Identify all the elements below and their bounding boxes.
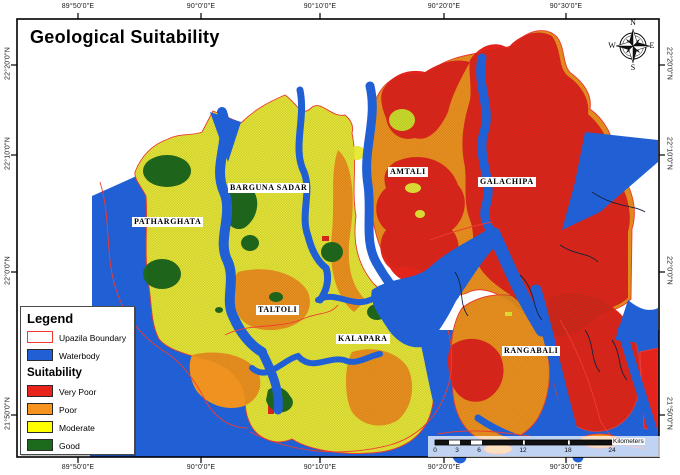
map-label-barguna-sadar: BARGUNA SADAR [228,183,310,193]
scale-bar [428,436,660,457]
waterways [210,53,660,464]
page-title: Geological Suitability [30,27,220,47]
stream-lines [454,191,646,381]
coord-right-1: 22°20'0"N [665,47,673,80]
compass-e-label: E [649,41,655,50]
scalebar-tick-3: 3 [455,447,459,454]
map-label-galachipa: GALACHIPA [478,177,536,187]
coord-left-4: 21°50'0"N [4,397,12,430]
compass-w-label: W [608,41,616,50]
map-label-amtali: AMTALI [388,167,428,177]
map-label-taltoli: TALTOLI [256,305,300,315]
coord-bottom-1: 89°50'0"E [61,464,95,471]
compass-rose-icon [615,28,651,64]
coord-bottom-3: 90°10'0"E [303,464,337,471]
coord-right-2: 22°10'0"N [665,137,673,170]
coord-bottom-5: 90°30'0"E [549,464,583,471]
good-swatch [27,439,53,451]
map-label-rangabali: RANGABALI [502,346,561,356]
compass-n-label: N [630,18,636,27]
map-label-patharghata: PATHARGHATA [132,217,204,227]
scalebar-tick-24: 24 [608,447,616,454]
compass-s-label: S [630,63,636,72]
coord-left-1: 22°20'0"N [4,47,12,80]
coord-bottom-2: 90°0'0"E [186,464,216,471]
coord-bottom-4: 90°20'0"E [427,464,461,471]
upazila-boundaries [99,181,646,453]
coord-top-3: 90°10'0"E [303,3,337,10]
coord-top-5: 90°30'0"E [549,3,583,10]
upazila-boundary-swatch [27,331,53,343]
coord-right-3: 22°0'0"N [665,256,673,285]
coord-left-3: 22°0'0"N [4,256,12,285]
coord-top-2: 90°0'0"E [186,3,216,10]
coord-right-4: 21°50'0"N [665,397,673,430]
legend-panel: Legend Upazila Boundary Waterbody Suitab… [20,306,135,455]
scalebar-tick-0: 0 [433,447,437,454]
legend-suitability-title: Suitability [27,367,82,379]
scalebar-tick-12: 12 [519,447,527,454]
legend-title: Legend [27,311,74,326]
scalebar-tick-6: 6 [477,447,481,454]
neatline [11,13,665,463]
scalebar-tick-18: 18 [564,447,572,454]
poor-swatch [27,403,53,415]
moderate-swatch [27,421,53,433]
coord-left-2: 22°10'0"N [4,137,12,170]
very-poor-swatch [27,385,53,397]
coord-top-1: 89°50'0"E [61,3,95,10]
waterbody-swatch [27,349,53,361]
map-label-kalapara: KALAPARA [336,334,390,344]
coord-top-4: 90°20'0"E [427,3,461,10]
scalebar-unit-label: Kilometers [612,438,645,445]
